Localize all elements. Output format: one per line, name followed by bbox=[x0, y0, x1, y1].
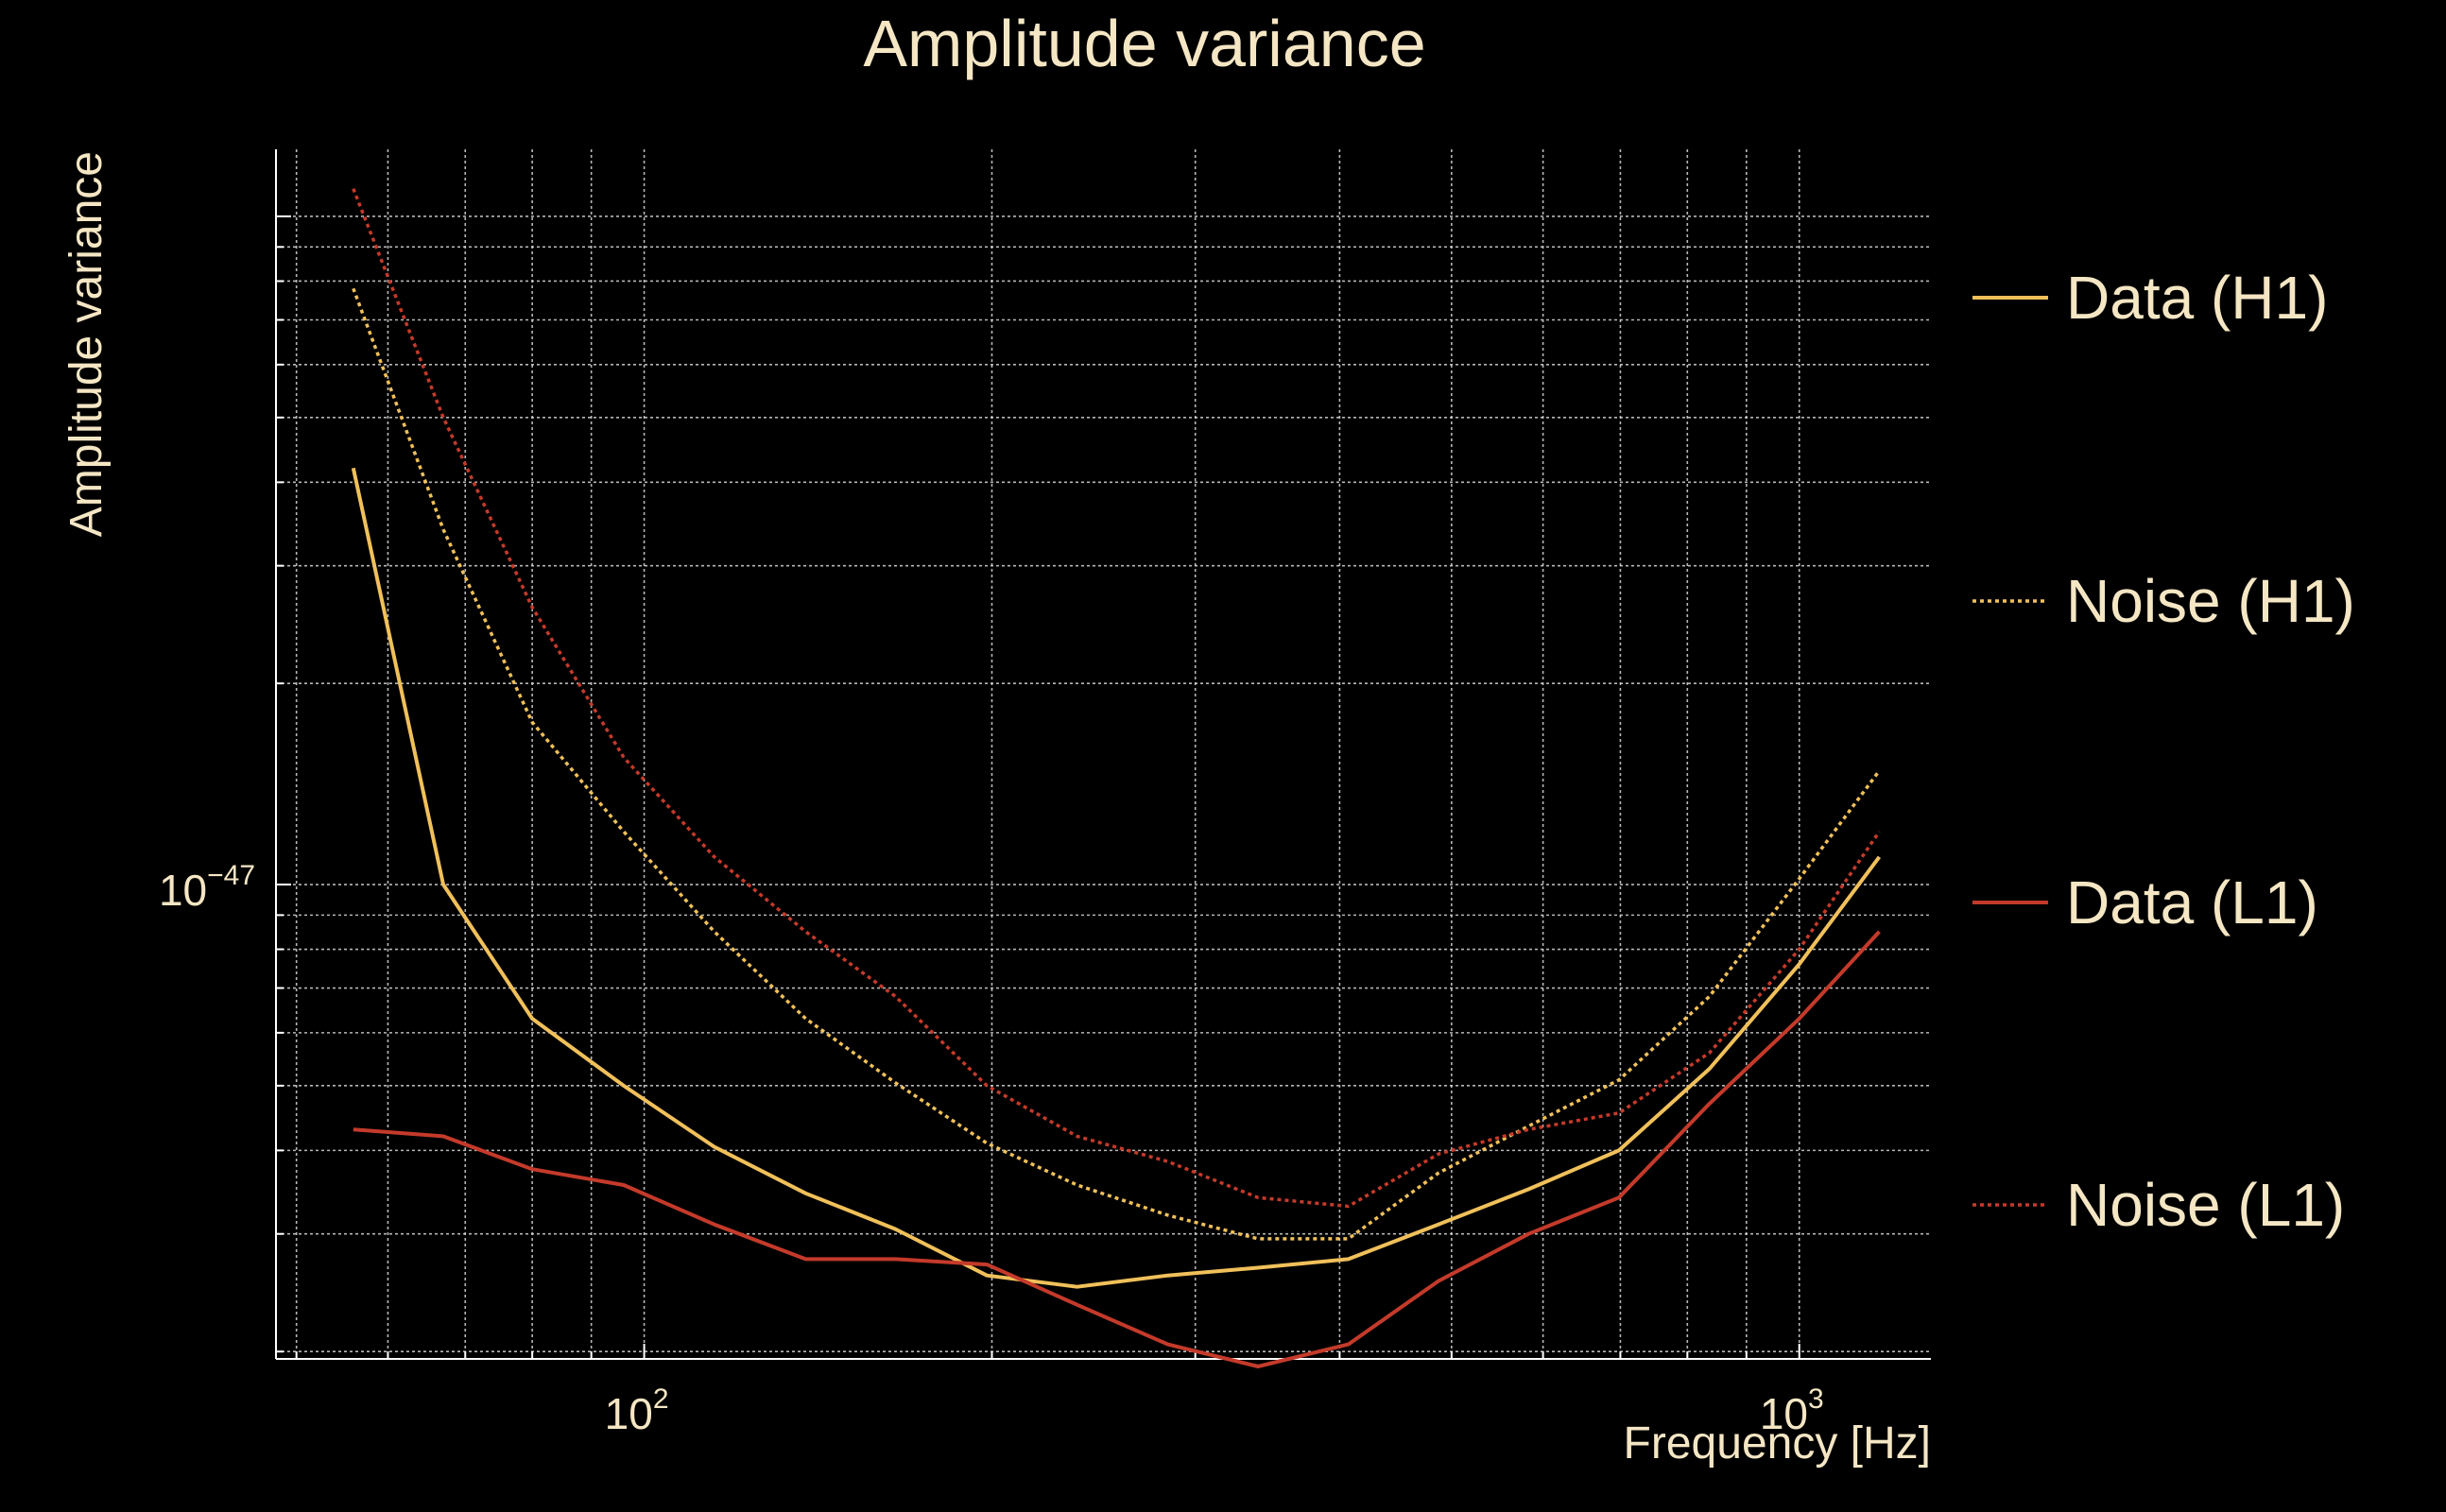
legend-label: Data (L1) bbox=[2066, 868, 2318, 936]
grid bbox=[276, 149, 1931, 1359]
y-axis-label: Amplitude variance bbox=[61, 151, 112, 537]
series-line-noise-l1 bbox=[352, 188, 1881, 1209]
x-tick-label: 102 bbox=[605, 1383, 669, 1438]
legend-item-data-h1: Data (H1) bbox=[1972, 264, 2328, 332]
legend-label: Noise (H1) bbox=[2066, 567, 2355, 635]
legend-item-data-l1: Data (L1) bbox=[1972, 868, 2318, 936]
series-line-data-h1 bbox=[351, 467, 1882, 1289]
chart-title: Amplitude variance bbox=[863, 7, 1425, 80]
legend-label: Noise (L1) bbox=[2066, 1171, 2345, 1239]
legend-item-noise-l1: Noise (L1) bbox=[1972, 1171, 2345, 1239]
x-tick-label: 103 bbox=[1760, 1383, 1824, 1438]
series bbox=[351, 188, 1882, 1368]
legend: Data (H1) Noise (H1) Data (L1) Noise (L1) bbox=[1972, 264, 2355, 1239]
y-tick-label: 10−47 bbox=[159, 860, 255, 915]
series-line-noise-h1 bbox=[352, 287, 1881, 1241]
axes bbox=[275, 149, 1931, 1360]
legend-label: Data (H1) bbox=[2066, 264, 2328, 332]
tick-labels: 102 103 10−47 bbox=[159, 860, 1824, 1438]
x-axis-label: Frequency [Hz] bbox=[1624, 1418, 1931, 1469]
legend-item-noise-h1: Noise (H1) bbox=[1972, 567, 2355, 635]
series-line-data-l1 bbox=[353, 930, 1881, 1368]
